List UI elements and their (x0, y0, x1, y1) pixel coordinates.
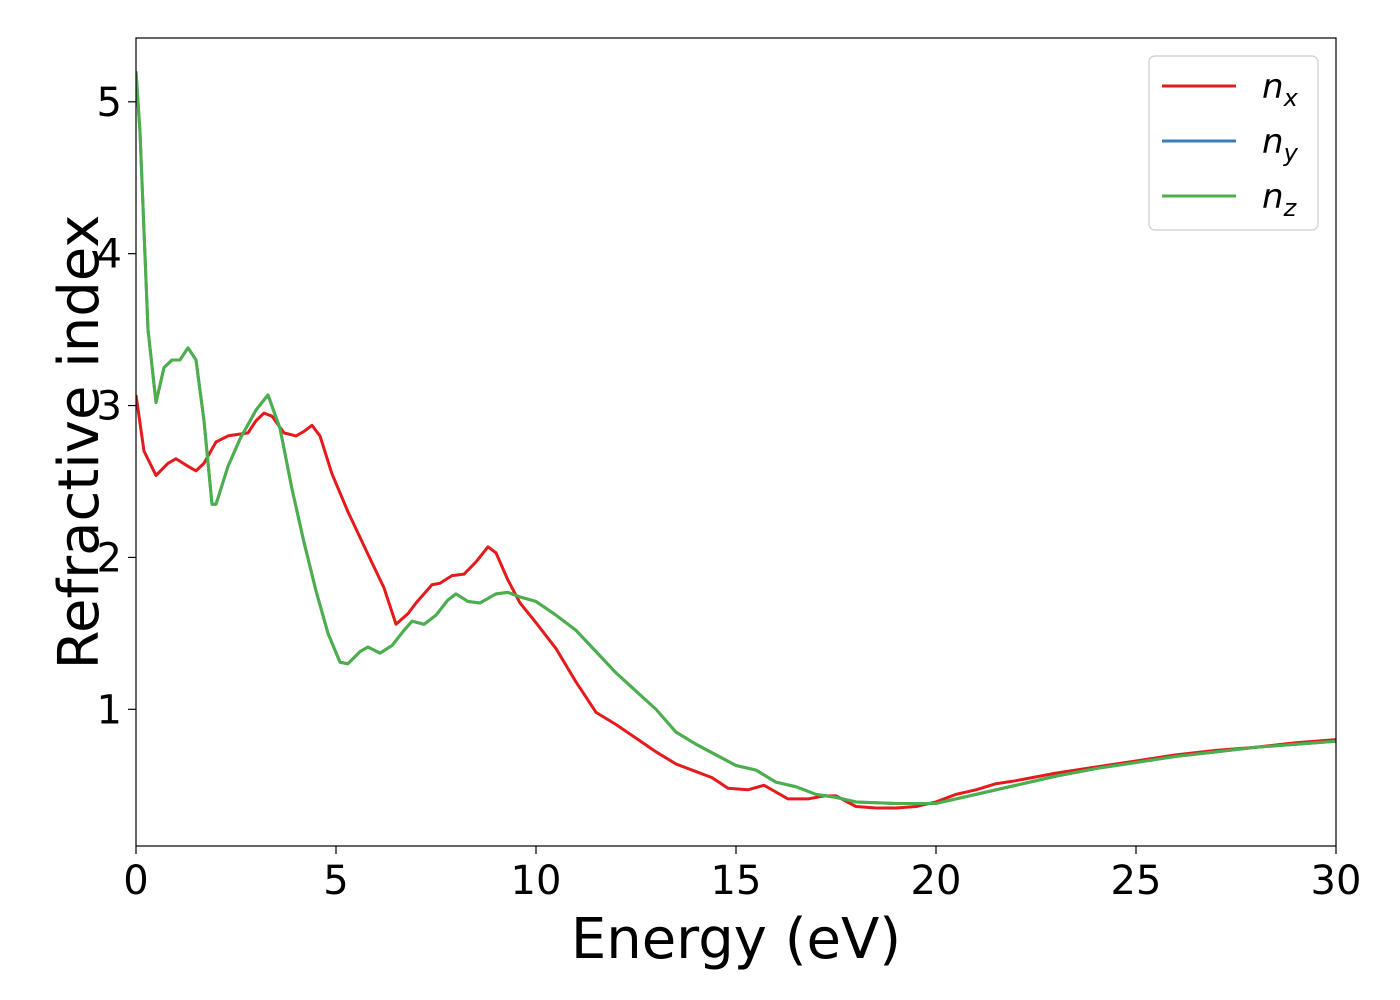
y-axis-title: Refractive index (47, 215, 112, 670)
x-tick-label: 10 (511, 858, 562, 904)
y-tick-label: 3 (97, 384, 122, 430)
x-axis-title: Energy (eV) (571, 907, 901, 972)
y-tick-label: 4 (97, 232, 122, 278)
x-tick-label: 15 (711, 858, 762, 904)
series-line-z (136, 71, 1336, 805)
legend-label-y: ny (1262, 122, 1299, 167)
x-tick-label: 30 (1311, 858, 1362, 904)
legend-box (1148, 55, 1319, 231)
y-tick-label: 2 (97, 535, 122, 581)
x-tick-label: 5 (323, 858, 348, 904)
legend-label-z: nz (1262, 177, 1298, 222)
y-tick-label: 1 (97, 687, 122, 733)
x-axis: 0 5 10 15 20 25 30 (123, 846, 1361, 904)
x-tick-label: 20 (911, 858, 962, 904)
legend: nx ny nz (1148, 55, 1319, 231)
series-line-x (136, 394, 1336, 810)
legend-label-x: nx (1262, 67, 1299, 112)
y-axis: 1 2 3 4 5 (97, 80, 136, 733)
x-tick-label: 25 (1111, 858, 1162, 904)
y-tick-label: 5 (97, 80, 122, 126)
x-tick-label: 0 (123, 858, 148, 904)
